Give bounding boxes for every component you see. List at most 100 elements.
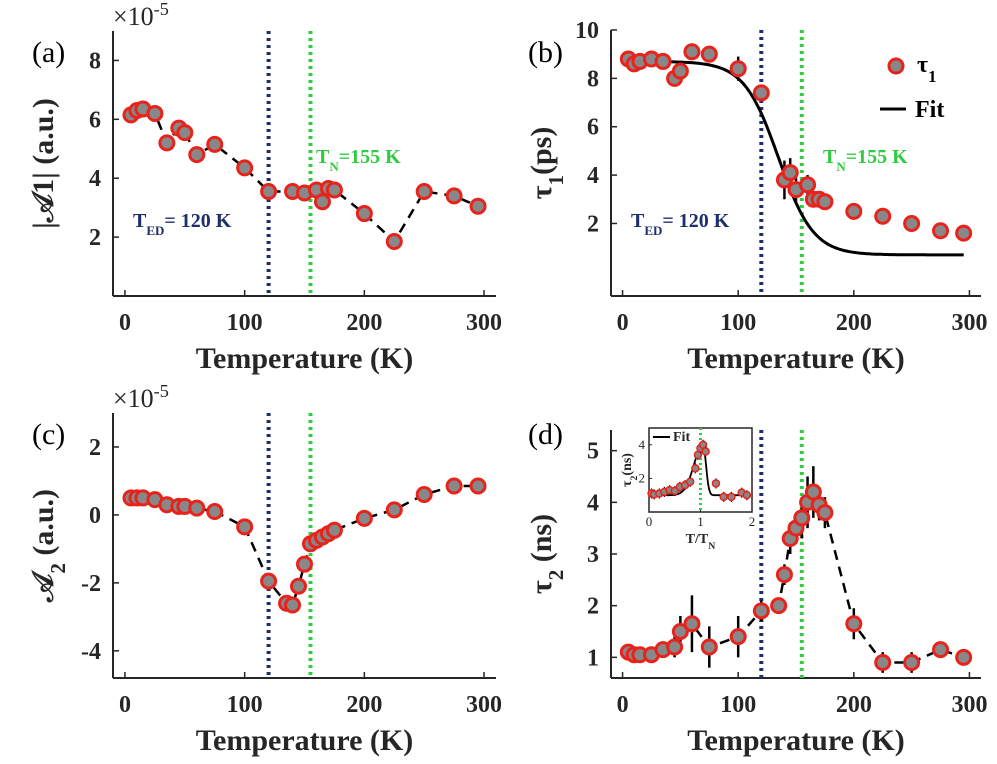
data-point	[955, 224, 973, 242]
legend: τ1 Fit	[880, 52, 944, 123]
ted-annotation: TED= 120 K	[133, 210, 232, 238]
data-point	[325, 521, 343, 539]
inset-y-tick-label: 4	[639, 437, 646, 452]
data-point	[671, 62, 689, 80]
tn-annotation: TN=155 K	[823, 146, 908, 174]
data-point	[445, 187, 463, 205]
data-point	[355, 509, 373, 527]
data-point	[290, 577, 308, 595]
y-tick-label: 4	[587, 163, 599, 189]
data-point	[793, 509, 811, 527]
inset-legend-label: Fit	[673, 430, 690, 445]
y-axis-label: τ2 (ns)	[525, 514, 568, 594]
y-tick-label: 0	[89, 503, 101, 529]
y-tick-label: 6	[587, 115, 599, 141]
x-tick-label: 200	[836, 692, 872, 718]
data-point	[385, 501, 403, 519]
y-tick-label: 6	[89, 107, 101, 133]
x-tick-label: 300	[466, 692, 502, 718]
data-point	[729, 628, 747, 646]
data-point	[700, 45, 718, 63]
data-point	[236, 159, 254, 177]
exponent-label: ×10-5	[113, 381, 169, 413]
dashed-line	[130, 107, 479, 244]
data-point	[158, 134, 176, 152]
y-tick-label: -2	[81, 571, 101, 597]
data-point	[146, 104, 164, 122]
data-point	[700, 638, 718, 656]
inset-data-point	[727, 492, 736, 502]
data-point	[188, 499, 206, 517]
x-tick-label: 0	[119, 692, 131, 718]
panel-label: (c)	[32, 418, 65, 451]
y-axis-label: 𝒜2 (a.u.)	[27, 489, 70, 603]
ted-annotation: TED= 120 K	[631, 210, 730, 238]
data-point	[176, 124, 194, 142]
inset-x-tick-label: 1	[697, 514, 704, 529]
x-axis-label: Temperature (K)	[196, 342, 413, 375]
x-tick-label: 200	[836, 310, 872, 336]
data-point	[236, 518, 254, 536]
y-tick-label: 8	[89, 48, 101, 74]
data-point	[188, 146, 206, 164]
data-point	[325, 181, 343, 199]
x-tick-label: 0	[617, 692, 629, 718]
data-point	[415, 486, 433, 504]
data-point	[903, 654, 921, 671]
data-point	[654, 52, 672, 70]
x-tick-label: 100	[227, 692, 263, 718]
data-point	[845, 615, 863, 633]
x-tick-label: 300	[951, 310, 987, 336]
y-tick-label: 2	[587, 211, 599, 237]
data-point	[799, 176, 817, 194]
data-point	[775, 566, 793, 584]
legend-label-fit: Fit	[915, 97, 944, 123]
data-point	[445, 477, 463, 495]
data-point	[729, 60, 747, 78]
data-point	[752, 84, 770, 102]
fit-curve	[628, 60, 964, 257]
panel-d: 0 100 200 300 1 2 3 4 5 Temperature (K) τ2 (ns) (d)…	[525, 418, 987, 757]
data-point	[671, 623, 689, 640]
y-tick-label: 1	[587, 645, 599, 671]
exponent-label: ×10-5	[113, 0, 169, 31]
y-tick-label: 10	[575, 18, 599, 44]
inset-x-tick-label: 2	[749, 514, 756, 529]
panel-b: 0 100 200 300 2 4 6 8 10 Temperature (K) τ1(ps) (b)…	[525, 18, 987, 375]
data-point	[932, 222, 950, 240]
y-axis-label: |𝒜1| (a.u.)	[27, 98, 60, 229]
x-tick-label: 300	[466, 310, 502, 336]
y-tick-label: 5	[587, 439, 599, 465]
panel-a: 0 100 200 300 2 4 6 8 Temperature (K) |𝒜1| (a.u.)…	[27, 0, 502, 375]
x-tick-label: 300	[951, 692, 987, 718]
data-point	[206, 135, 224, 153]
x-tick-label: 100	[720, 692, 756, 718]
panel-label: (a)	[32, 36, 65, 69]
inset-data-point	[701, 447, 710, 456]
inset-data-point	[742, 490, 752, 500]
data-point	[770, 597, 788, 615]
y-tick-label: 4	[89, 166, 101, 192]
y-tick-label: -4	[81, 639, 101, 665]
panel-label: (b)	[528, 36, 563, 69]
y-tick-label: 2	[587, 594, 599, 620]
data-point	[260, 572, 278, 590]
data-point	[932, 641, 950, 659]
x-tick-label: 100	[227, 310, 263, 336]
inset-data-point	[719, 492, 728, 502]
x-tick-label: 0	[119, 310, 131, 336]
data-point	[415, 182, 433, 200]
y-axis-label: τ1(ps)	[525, 127, 568, 200]
panel-label: (d)	[528, 418, 563, 451]
tn-annotation: TN=155 K	[316, 146, 401, 174]
data-point	[683, 43, 701, 61]
legend-marker	[887, 57, 905, 75]
data-point	[874, 654, 892, 671]
data-point	[296, 555, 313, 573]
inset-y-tick-label: 2	[639, 470, 646, 485]
data-point	[469, 197, 487, 215]
data-point	[313, 193, 331, 211]
panel-c: 0 100 200 300 -4 -2 0 2 Temperature (K) 𝒜2 (a.u.)…	[27, 381, 502, 757]
data-point	[816, 504, 834, 522]
